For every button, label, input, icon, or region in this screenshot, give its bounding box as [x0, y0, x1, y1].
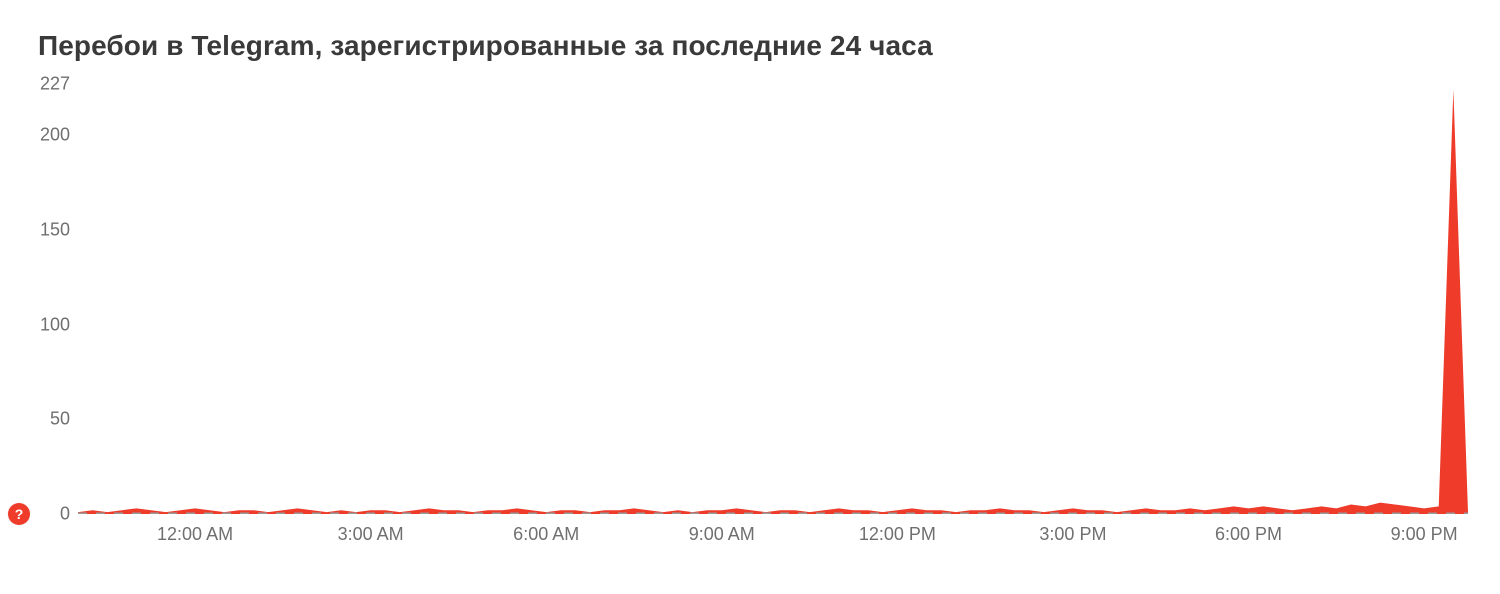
help-icon: ?	[15, 506, 24, 522]
chart-title: Перебои в Telegram, зарегистрированные з…	[38, 30, 1468, 62]
x-axis: 12:00 AM 3:00 AM 6:00 AM 9:00 AM 12:00 PM 3:0…	[78, 514, 1468, 548]
x-tick-label: 6:00 PM	[1215, 524, 1282, 545]
x-tick-label: 12:00 AM	[157, 524, 233, 545]
y-tick-label: 0	[60, 504, 70, 525]
x-tick-label: 6:00 AM	[513, 524, 579, 545]
y-tick-label: 200	[40, 125, 70, 146]
y-tick-label: 227	[40, 74, 70, 95]
x-tick-label: 3:00 PM	[1039, 524, 1106, 545]
help-button[interactable]: ?	[8, 503, 30, 525]
y-tick-label: 100	[40, 314, 70, 335]
outage-series-area	[78, 90, 1468, 514]
outage-area-chart	[78, 84, 1468, 514]
x-tick-label: 9:00 AM	[689, 524, 755, 545]
x-tick-label: 12:00 PM	[859, 524, 936, 545]
y-tick-label: 50	[50, 409, 70, 430]
y-axis: 050100150200227	[32, 84, 78, 514]
y-tick-label: 150	[40, 219, 70, 240]
x-tick-label: 3:00 AM	[338, 524, 404, 545]
x-tick-label: 9:00 PM	[1391, 524, 1458, 545]
